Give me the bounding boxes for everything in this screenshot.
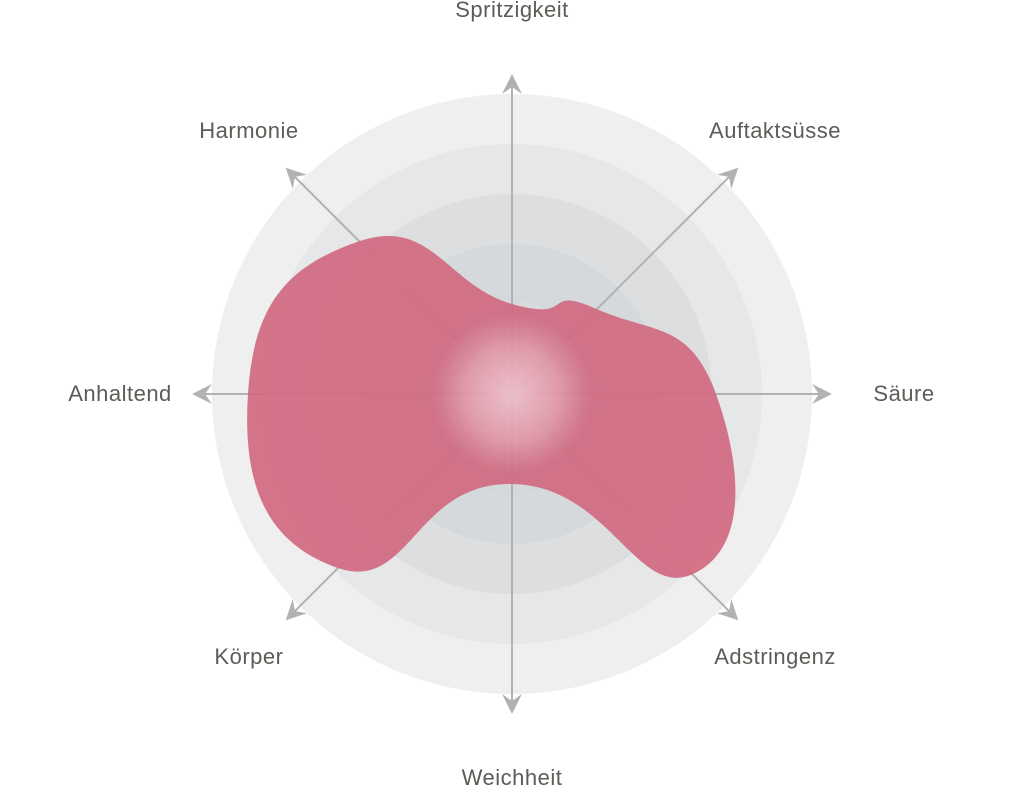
axis-label: Harmonie: [199, 118, 298, 144]
radar-chart: Spritzigkeit Auftaktsüsse Säure Adstringenz…: [0, 0, 1024, 789]
radar-center-glow-top: [432, 314, 592, 474]
axis-label: Körper: [214, 644, 283, 670]
axis-label: Auftaktsüsse: [709, 118, 841, 144]
axis-label: Adstringenz: [714, 644, 836, 670]
axis-label: Weichheit: [462, 765, 563, 789]
axis-label: Spritzigkeit: [455, 0, 569, 23]
axis-label: Anhaltend: [68, 381, 172, 407]
axis-label: Säure: [873, 381, 934, 407]
